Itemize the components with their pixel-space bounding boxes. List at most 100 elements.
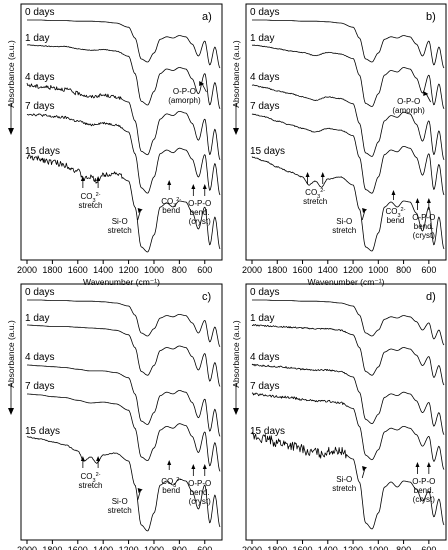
series-label: 7 days [250, 101, 279, 112]
annotation-sio-arrowhead [362, 208, 368, 213]
annotation-arrowhead [191, 184, 196, 189]
annotation-opo-cryst-line3: (cryst) [413, 495, 436, 504]
spectrum-line [251, 156, 445, 252]
x-tick-label: 1600 [293, 545, 313, 550]
spectrum-line [251, 363, 445, 435]
annotation-arrowhead [167, 460, 172, 465]
panel-label: c) [202, 291, 211, 303]
y-axis-arrowhead [8, 408, 14, 415]
x-tick-label: 1600 [293, 265, 313, 275]
annotation-opo-cryst: O-P-O [412, 477, 435, 486]
x-tick-label: 800 [396, 265, 411, 275]
series-label: 4 days [25, 352, 54, 363]
x-tick-label: 1800 [267, 265, 287, 275]
annotation-arrowhead [415, 198, 420, 203]
y-axis-label: Absorbance (a.u.) [6, 320, 16, 388]
annotation-opo-cryst: O-P-O [188, 199, 211, 208]
spectrum-line [251, 84, 445, 160]
y-axis-label: Absorbance (a.u.) [231, 40, 241, 108]
annotation-arrowhead [202, 184, 207, 189]
annotation-co3-stretch: CO32- [305, 188, 325, 200]
annotation-sio: Si-O [336, 217, 352, 226]
spectrum-line [27, 364, 221, 437]
series-label: 4 days [250, 352, 279, 363]
annotation-co3-bend: CO32- [161, 197, 181, 209]
x-tick-label: 1400 [318, 545, 338, 550]
annotation-opo-cryst-line3: (cryst) [189, 217, 212, 226]
spectrum-line [27, 324, 221, 387]
series-label: 15 days [250, 426, 285, 437]
x-tick-label: 1200 [119, 265, 139, 275]
spectrum-line [251, 44, 445, 109]
series-label: 4 days [25, 72, 54, 83]
y-axis-label: Absorbance (a.u.) [6, 40, 16, 108]
x-tick-label: 600 [421, 545, 436, 550]
y-axis-label: Absorbance (a.u.) [231, 320, 241, 388]
annotation-sio-arrowhead [137, 208, 143, 213]
series-label: 1 day [250, 33, 274, 44]
series-label: 0 days [250, 7, 279, 18]
x-tick-label: 1200 [343, 545, 363, 550]
spectrum-line [26, 154, 221, 253]
spectrum-line [27, 299, 221, 348]
x-tick-label: 1000 [144, 265, 164, 275]
annotation-co3-stretch-line2: stretch [78, 481, 102, 490]
x-tick-label: 600 [197, 265, 212, 275]
annotation-sio-line2: stretch [332, 484, 356, 493]
series-label: 0 days [250, 287, 279, 298]
annotation-opo-amorph-arrowhead [199, 81, 205, 86]
x-tick-label: 1200 [119, 545, 139, 550]
spectrum-line [26, 82, 221, 160]
series-label: 1 day [25, 313, 49, 324]
x-tick-label: 800 [172, 265, 187, 275]
annotation-sio: Si-O [336, 475, 352, 484]
annotation-sio-arrow [361, 209, 366, 221]
annotation-arrowhead [191, 464, 196, 469]
spectrum-line [252, 299, 445, 346]
plot-frame [20, 283, 223, 541]
spectrum-line [251, 392, 445, 470]
panel-label: a) [202, 11, 212, 23]
series-label: 15 days [25, 426, 60, 437]
annotation-opo-amorph-line2: (amorph) [392, 106, 425, 115]
panel-d: d) Absorbance (a.u.) 2000 1800 1600 1400 1200 1… [231, 283, 447, 550]
annotation-arrowhead [202, 464, 207, 469]
annotation-arrowhead [80, 176, 85, 181]
x-tick-label: 800 [172, 545, 187, 550]
annotation-arrowhead [426, 198, 431, 203]
annotation-arrowhead [320, 172, 325, 177]
spectrum-line [26, 436, 221, 532]
x-tick-label: 1800 [42, 545, 62, 550]
x-tick-label: 2000 [242, 545, 262, 550]
annotation-opo-cryst-line3: (cryst) [413, 231, 436, 240]
spectrum-line [27, 393, 221, 472]
annotation-sio: Si-O [112, 497, 128, 506]
panel-a: a) Absorbance (a.u.) 2000 1800 1600 1400 1200 1… [6, 3, 223, 287]
panel-b: b) Absorbance (a.u.) 2000 1800 1600 1400 1200 1… [231, 3, 447, 287]
series-label: 1 day [250, 313, 274, 324]
spectrum-line [26, 113, 221, 196]
annotation-co3-bend-line2: bend [387, 216, 405, 225]
annotation-arrowhead [80, 456, 85, 461]
annotation-arrowhead [96, 456, 101, 461]
x-tick-label: 1800 [267, 545, 287, 550]
annotation-opo-cryst-line3: (cryst) [189, 497, 212, 506]
x-tick-label: 1400 [93, 265, 113, 275]
annotation-opo-cryst-line2: bend. [190, 488, 210, 497]
x-tick-label: 1000 [368, 545, 388, 550]
annotation-arrowhead [167, 180, 172, 185]
annotation-sio-line2: stretch [108, 506, 132, 515]
x-tick-label: 1200 [343, 265, 363, 275]
series-label: 0 days [25, 287, 54, 298]
plot-frame [245, 283, 447, 541]
spectrum-line [27, 19, 221, 69]
annotation-co3-stretch-line2: stretch [78, 201, 102, 210]
x-tick-label: 1400 [318, 265, 338, 275]
x-tick-label: 1600 [68, 265, 88, 275]
series-label: 1 day [25, 33, 49, 44]
panel-c: c) Absorbance (a.u.) 2000 1800 1600 1400 1200 1… [6, 283, 223, 550]
annotation-opo-amorph-arrow [425, 93, 431, 103]
spectrum-line [26, 44, 221, 109]
x-tick-label: 2000 [17, 545, 37, 550]
